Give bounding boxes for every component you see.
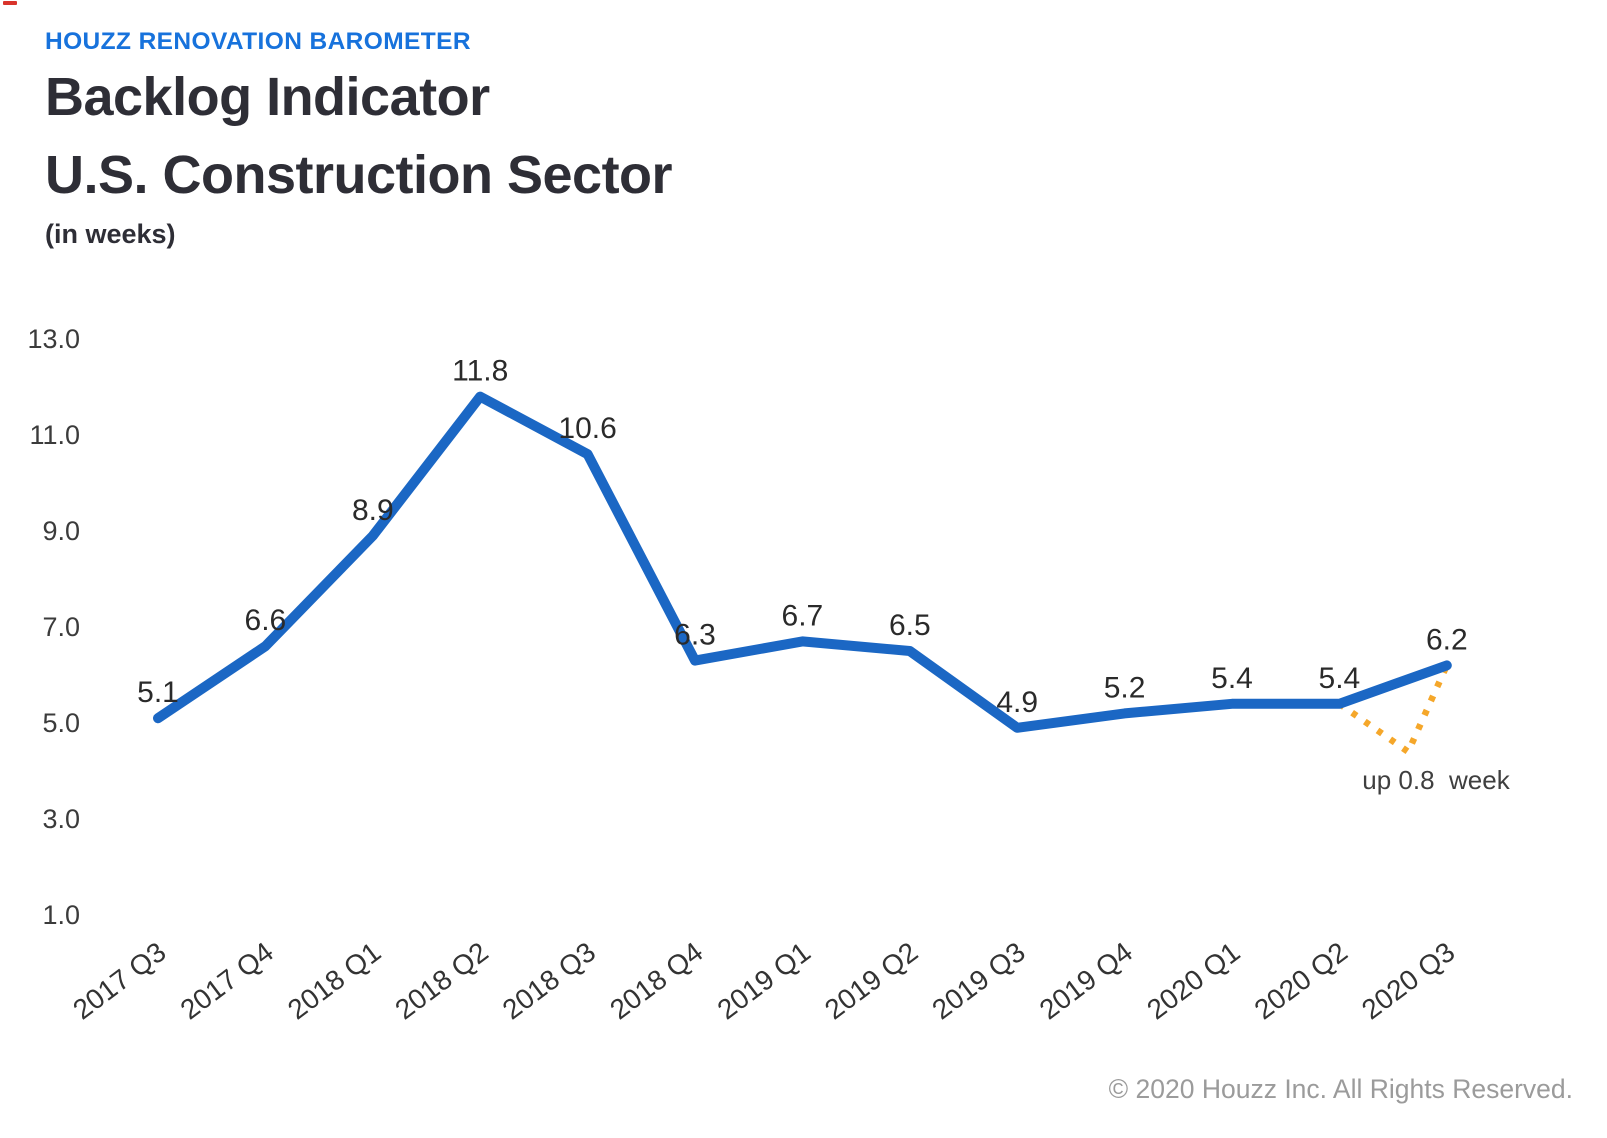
data-point-label: 8.9 (352, 494, 394, 527)
screenshot-corner-artifact (3, 1, 17, 5)
data-point-label: 6.3 (674, 619, 716, 652)
data-point-label: 5.1 (137, 676, 179, 709)
x-axis-tick-label: 2017 Q3 (67, 936, 171, 1025)
annotation-text: up 0.8 week (1362, 765, 1510, 795)
x-axis-tick-label: 2020 Q3 (1356, 936, 1460, 1025)
data-point-label: 11.8 (452, 355, 508, 388)
x-axis-tick-label: 2018 Q3 (497, 936, 601, 1025)
x-axis-tick-label: 2018 Q2 (389, 936, 493, 1025)
x-axis-tick-label: 2019 Q4 (1034, 936, 1138, 1025)
x-axis-tick-label: 2018 Q1 (282, 936, 386, 1025)
data-point-label: 4.9 (996, 686, 1038, 719)
data-point-label: 5.4 (1319, 662, 1361, 695)
data-point-label: 6.7 (782, 599, 824, 632)
data-point-label: 5.4 (1211, 662, 1253, 695)
data-point-label: 6.6 (245, 604, 287, 637)
backlog-line (153, 391, 1452, 733)
chart-title-line2: U.S. Construction Sector (45, 145, 673, 205)
y-axis-tick-label: 5.0 (42, 708, 80, 738)
data-point-label: 10.6 (558, 412, 616, 445)
x-axis-tick-label: 2017 Q4 (175, 936, 279, 1025)
data-point-label: 5.2 (1104, 671, 1146, 704)
chart-title-line1: Backlog Indicator (45, 67, 490, 127)
copyright-notice: © 2020 Houzz Inc. All Rights Reserved. (1108, 1074, 1573, 1104)
chart-units-subtitle: (in weeks) (45, 219, 176, 249)
y-axis-tick-label: 9.0 (42, 516, 80, 546)
y-axis-tick-label: 7.0 (42, 612, 80, 642)
y-axis-tick-label: 1.0 (42, 900, 80, 930)
data-point-label: 6.5 (889, 609, 931, 642)
x-axis-tick-label: 2020 Q2 (1249, 936, 1353, 1025)
data-point-label: 6.2 (1426, 623, 1468, 656)
x-axis-tick-label: 2019 Q1 (712, 936, 816, 1025)
y-axis-tick-label: 13.0 (27, 324, 80, 354)
x-axis-tick-label: 2019 Q3 (926, 936, 1030, 1025)
x-axis-tick-label: 2020 Q1 (1141, 936, 1245, 1025)
x-axis-tick-label: 2018 Q4 (604, 936, 708, 1025)
y-axis-tick-label: 3.0 (42, 804, 80, 834)
brand-eyebrow: HOUZZ RENOVATION BAROMETER (45, 28, 471, 55)
y-axis-tick-label: 11.0 (29, 420, 80, 450)
x-axis-tick-label: 2019 Q2 (819, 936, 923, 1025)
